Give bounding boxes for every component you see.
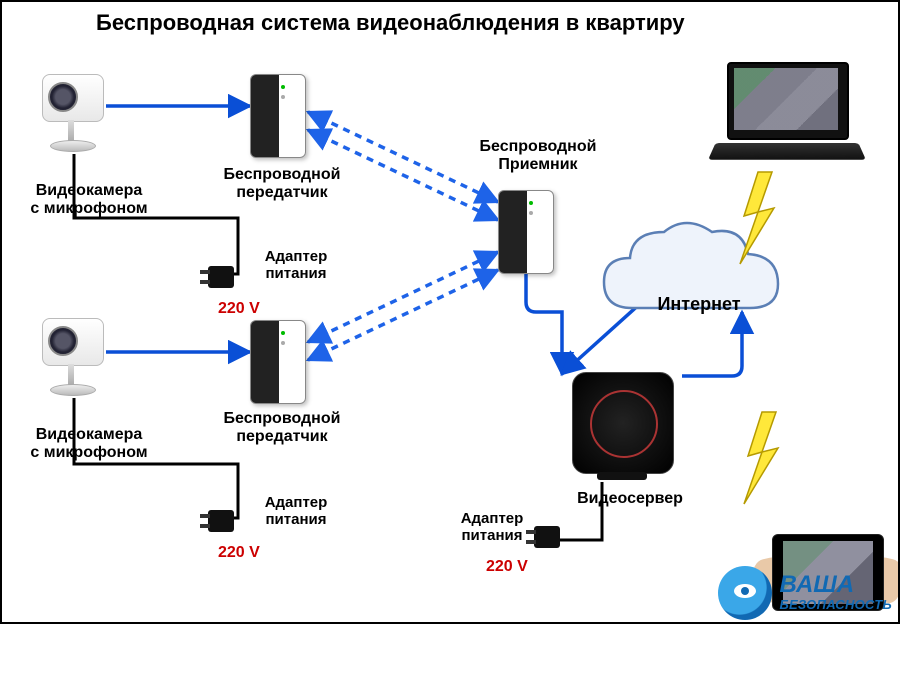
label-videoserver: Видеосервер (560, 490, 700, 508)
label-transmitter: Беспроводной передатчик (202, 410, 362, 447)
label-internet: Интернет (634, 294, 764, 315)
label-transmitter: Беспроводной передатчик (202, 166, 362, 203)
brand-line-1: ВАША (780, 574, 892, 597)
transmitter-icon (250, 320, 306, 404)
power-adapter-icon (200, 266, 236, 296)
voltage-label: 220 V (486, 558, 528, 576)
label-camera: Видеокамера с микрофоном (4, 426, 174, 463)
brand-logo-icon (718, 566, 772, 620)
label-adapter: Адаптер питания (246, 494, 346, 529)
camera-icon (42, 318, 112, 418)
videoserver-icon (562, 372, 682, 482)
camera-icon (42, 74, 112, 174)
diagram-frame: Беспроводная система видеонаблюдения в к… (0, 0, 900, 624)
label-camera: Видеокамера с микрофоном (4, 182, 174, 219)
brand-badge: ВАША БЕЗОПАСНОСТЬ (718, 566, 892, 620)
power-adapter-icon (200, 510, 236, 540)
voltage-label: 220 V (218, 300, 260, 318)
voltage-label: 220 V (218, 544, 260, 562)
label-adapter: Адаптер питания (246, 248, 346, 283)
label-adapter: Адаптер питания (442, 510, 542, 545)
label-receiver: Беспроводной Приемник (458, 138, 618, 175)
laptop-icon (712, 62, 862, 172)
receiver-icon (498, 190, 554, 274)
brand-line-2: БЕЗОПАСНОСТЬ (780, 597, 892, 612)
transmitter-icon (250, 74, 306, 158)
